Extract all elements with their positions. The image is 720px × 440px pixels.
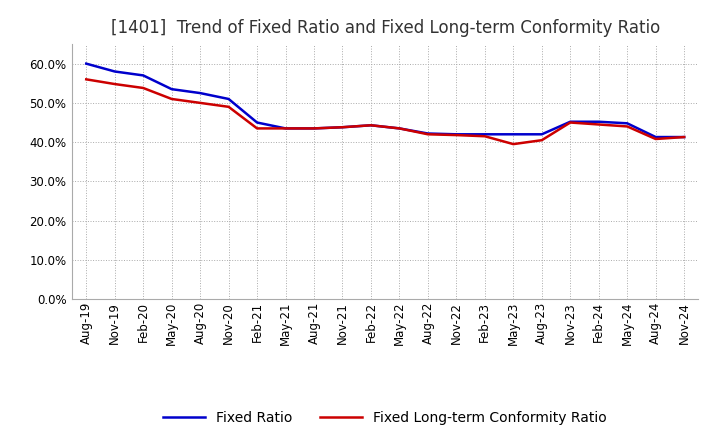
Fixed Long-term Conformity Ratio [282,126,290,131]
Fixed Long-term Conformity Ratio [167,96,176,102]
Fixed Long-term Conformity Ratio [509,142,518,147]
Fixed Ratio [366,123,375,128]
Fixed Ratio [566,119,575,125]
Fixed Long-term Conformity Ratio [652,136,660,142]
Fixed Long-term Conformity Ratio [366,123,375,128]
Fixed Long-term Conformity Ratio [680,134,688,139]
Fixed Ratio [110,69,119,74]
Fixed Long-term Conformity Ratio [196,100,204,106]
Fixed Ratio [225,96,233,102]
Fixed Ratio [652,134,660,139]
Legend: Fixed Ratio, Fixed Long-term Conformity Ratio: Fixed Ratio, Fixed Long-term Conformity … [163,411,607,425]
Fixed Ratio [537,132,546,137]
Fixed Long-term Conformity Ratio [595,122,603,127]
Fixed Ratio [167,87,176,92]
Fixed Long-term Conformity Ratio [253,126,261,131]
Fixed Ratio [680,134,688,139]
Fixed Long-term Conformity Ratio [537,138,546,143]
Fixed Ratio [509,132,518,137]
Fixed Long-term Conformity Ratio [423,132,432,137]
Fixed Long-term Conformity Ratio [395,126,404,131]
Line: Fixed Ratio: Fixed Ratio [86,64,684,137]
Fixed Long-term Conformity Ratio [480,134,489,139]
Fixed Ratio [310,126,318,131]
Fixed Ratio [196,91,204,96]
Title: [1401]  Trend of Fixed Ratio and Fixed Long-term Conformity Ratio: [1401] Trend of Fixed Ratio and Fixed Lo… [111,19,660,37]
Fixed Ratio [595,119,603,125]
Fixed Ratio [480,132,489,137]
Fixed Ratio [623,121,631,126]
Fixed Ratio [282,126,290,131]
Fixed Long-term Conformity Ratio [110,81,119,87]
Fixed Ratio [338,125,347,130]
Fixed Ratio [423,131,432,136]
Fixed Long-term Conformity Ratio [82,77,91,82]
Fixed Ratio [253,120,261,125]
Fixed Ratio [452,132,461,137]
Fixed Long-term Conformity Ratio [225,104,233,110]
Fixed Long-term Conformity Ratio [139,85,148,91]
Fixed Long-term Conformity Ratio [310,126,318,131]
Fixed Long-term Conformity Ratio [338,125,347,130]
Fixed Ratio [395,126,404,131]
Fixed Ratio [82,61,91,66]
Fixed Long-term Conformity Ratio [566,120,575,125]
Fixed Long-term Conformity Ratio [623,124,631,129]
Fixed Long-term Conformity Ratio [452,132,461,138]
Line: Fixed Long-term Conformity Ratio: Fixed Long-term Conformity Ratio [86,79,684,144]
Fixed Ratio [139,73,148,78]
